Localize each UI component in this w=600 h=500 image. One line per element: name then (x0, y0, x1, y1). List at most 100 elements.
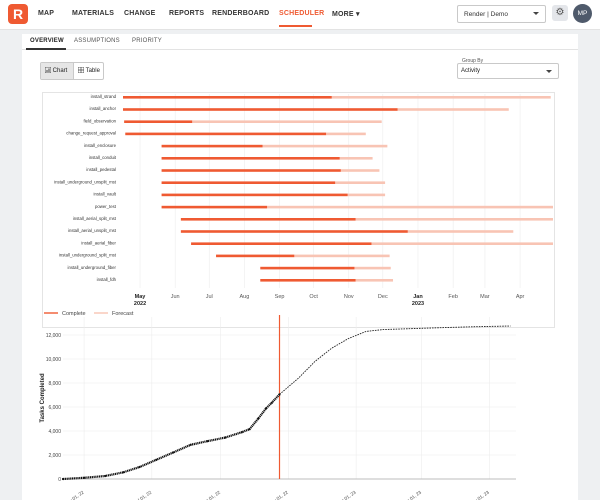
nav-item-change[interactable]: CHANGE (124, 10, 156, 17)
nav-item-materials[interactable]: MATERIALS (72, 10, 115, 17)
gantt-forecast-bar (267, 205, 553, 209)
group-by-label: Group By (462, 58, 484, 64)
nav-item-scheduler[interactable]: SCHEDULER (279, 10, 325, 17)
user-avatar[interactable]: MP (573, 4, 592, 23)
tab-priority[interactable]: PRIORITY (132, 38, 162, 44)
gantt-complete-bar (260, 266, 355, 270)
complete-data-point (61, 477, 65, 481)
gantt-month-label: Apr (516, 294, 525, 300)
x-tick-label: May 01, 23 (468, 489, 490, 500)
gantt-forecast-bar (294, 254, 390, 258)
settings-button[interactable]: ⚙ (552, 5, 568, 21)
nav-item-map[interactable]: MAP (38, 10, 55, 17)
gantt-forecast-bar (326, 132, 366, 136)
complete-data-point (270, 401, 273, 404)
gantt-forecast-bar (340, 169, 380, 172)
gantt-complete-bar (124, 120, 193, 123)
render-logo[interactable]: R (8, 4, 28, 24)
view-toggle: Chart Table (40, 62, 104, 80)
complete-data-point (171, 451, 175, 454)
gantt-forecast-bar (355, 218, 553, 221)
gantt-activity-label: change_request_approval (66, 131, 116, 136)
complete-series-line (62, 393, 281, 481)
project-select[interactable]: Render | Demo (457, 5, 546, 23)
gantt-forecast-bar (335, 181, 386, 184)
gantt-activity-label: install_fdh (97, 277, 117, 282)
legend-label: Forecast (112, 311, 134, 317)
gantt-complete-bar (260, 279, 356, 282)
gantt-activity-label: install_aerial_unsplit_mst (68, 228, 117, 233)
group-by-select[interactable]: Activity (457, 63, 559, 79)
y-tick-label: 4,000 (48, 429, 61, 435)
gantt-complete-bar (161, 205, 268, 209)
gantt-month-label: Sep (275, 294, 285, 300)
x-tick-label: Sep 01, 22 (200, 489, 221, 500)
x-tick-label: May 01, 22 (63, 489, 85, 500)
gantt-complete-bar (123, 108, 398, 111)
y-tick-label: 12,000 (46, 333, 62, 339)
gantt-month-label: Dec (378, 294, 388, 300)
chart-view-label: Chart (52, 68, 68, 74)
gantt-activity-label: install_underground_fiber (68, 265, 117, 270)
complete-data-point (240, 431, 243, 434)
y-tick-label: 10,000 (46, 357, 62, 363)
y-tick-label: 6,000 (48, 405, 61, 411)
x-tick-label: Jul 01, 22 (133, 489, 153, 500)
gantt-activity-label: install_underground_split_mst (59, 253, 117, 258)
gantt-complete-bar (180, 230, 408, 233)
gantt-forecast-bar (407, 230, 514, 233)
gantt-complete-bar (161, 144, 263, 148)
gantt-complete-bar (180, 218, 356, 221)
gantt-complete-bar (216, 254, 295, 258)
complete-data-point (248, 428, 251, 431)
nav-item-more[interactable]: MORE ▾ (332, 11, 360, 18)
gantt-complete-bar (161, 169, 341, 172)
gantt-year-label: 2023 (412, 301, 424, 307)
gantt-month-label: Jul (206, 294, 213, 300)
gear-icon: ⚙ (555, 7, 565, 18)
nav-item-reports[interactable]: REPORTS (169, 10, 205, 17)
x-tick-label: Nov 01, 22 (268, 489, 289, 500)
gantt-chart-frame (42, 92, 555, 328)
gantt-complete-bar (191, 242, 372, 245)
gantt-month-label: Oct (309, 294, 318, 300)
chart-view-button[interactable]: Chart (41, 63, 73, 79)
nav-item-renderboard[interactable]: RENDERBOARD (212, 10, 270, 17)
x-tick-label: Mar 01, 23 (401, 489, 422, 500)
gantt-forecast-bar (339, 157, 373, 160)
forecast-series-line (279, 325, 511, 395)
gantt-month-label: Aug (239, 294, 249, 300)
y-tick-label: 8,000 (48, 381, 61, 387)
cumulative-tasks-chart: Complete Forecast 0 2,000 4,000 6,000 8,000 10,… (40, 311, 516, 500)
gantt-forecast-bar (262, 144, 388, 148)
complete-data-point (224, 436, 227, 439)
gantt-activity-label: field_observation (84, 118, 117, 123)
table-view-label: Table (85, 68, 100, 74)
complete-data-point (189, 443, 192, 446)
complete-data-point (155, 458, 158, 461)
gantt-forecast-bar (354, 266, 391, 270)
gantt-forecast-bar (192, 120, 382, 123)
active-tab-indicator (26, 48, 66, 50)
gantt-month-label: Jan (413, 294, 423, 300)
gantt-complete-bar (123, 96, 332, 99)
gantt-month-label: May (135, 294, 147, 300)
complete-data-point (138, 465, 141, 469)
gantt-month-label: Nov (344, 294, 354, 300)
gantt-complete-bar (161, 181, 336, 184)
gantt-forecast-bar (347, 193, 386, 197)
gantt-forecast-bar (397, 108, 509, 111)
chevron-down-icon (533, 12, 539, 15)
table-view-button[interactable]: Table (73, 63, 103, 79)
top-nav-bar: R MAP MATERIALS CHANGE REPORTS RENDERBOA… (0, 0, 600, 30)
gantt-activity-label: install_conduit (89, 155, 117, 160)
gantt-activity-label: install_enclosure (84, 143, 117, 148)
gantt-activity-label: install_aerial_split_mst (73, 216, 117, 221)
gantt-month-label: Mar (480, 294, 490, 300)
tab-overview[interactable]: OVERVIEW (30, 38, 64, 44)
tab-assumptions[interactable]: ASSUMPTIONS (74, 38, 120, 44)
gantt-year-label: 2022 (134, 301, 146, 307)
gantt-forecast-bar (355, 279, 394, 282)
complete-data-point (257, 417, 260, 420)
gantt-month-label: Jun (171, 294, 180, 300)
